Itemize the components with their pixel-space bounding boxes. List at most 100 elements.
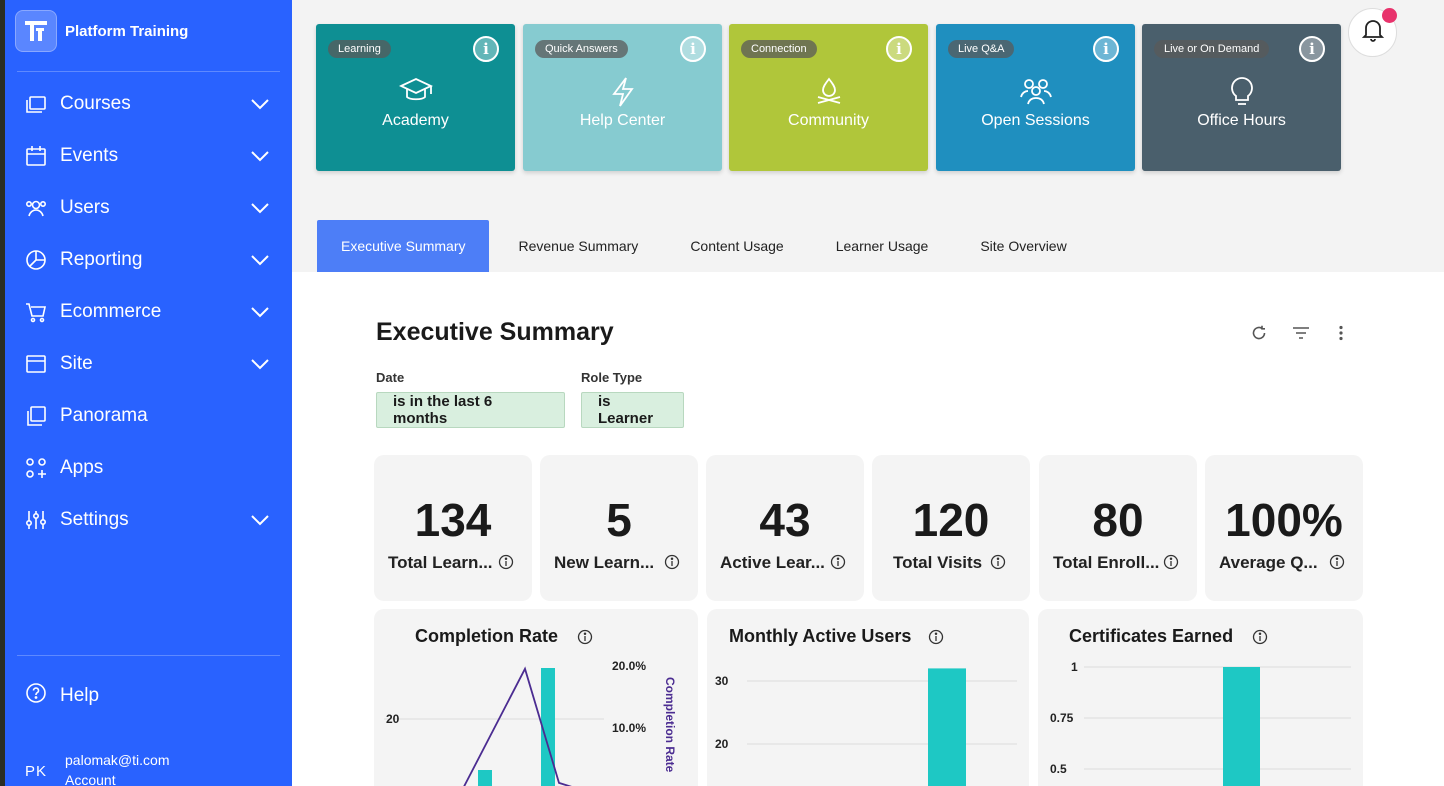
tab-content-usage[interactable]: Content Usage	[690, 238, 784, 254]
kpi-label: Total Enroll...	[1053, 553, 1160, 572]
sidebar-item-label: Settings	[60, 509, 129, 530]
tile-tag: Connection	[741, 40, 817, 58]
filter-icon[interactable]	[1290, 322, 1312, 344]
sidebar-item-site[interactable]: Site	[5, 338, 292, 390]
help-icon	[25, 682, 47, 710]
chevron-down-icon[interactable]	[250, 302, 270, 322]
info-icon[interactable]: i	[886, 36, 912, 62]
lightbulb-icon	[1142, 76, 1341, 108]
tile-open-sessions[interactable]: Live Q&A i Open Sessions	[936, 24, 1135, 171]
sidebar: Platform Training Courses Events Users R…	[5, 0, 292, 786]
refresh-icon[interactable]	[1248, 322, 1270, 344]
kpi-label: Average Q...	[1219, 553, 1318, 572]
info-icon[interactable]	[577, 629, 593, 645]
info-icon[interactable]	[928, 629, 944, 645]
tile-office-hours[interactable]: Live or On Demand i Office Hours	[1142, 24, 1341, 171]
info-icon[interactable]: i	[1299, 36, 1325, 62]
info-icon[interactable]: i	[1093, 36, 1119, 62]
cart-icon	[25, 301, 47, 323]
graduation-cap-icon	[316, 76, 515, 106]
kpi-value: 43	[759, 494, 811, 546]
info-icon[interactable]	[1163, 554, 1179, 570]
chart-title: Completion Rate	[415, 626, 559, 646]
page-title: Executive Summary	[376, 318, 614, 346]
tile-tag: Quick Answers	[535, 40, 628, 58]
tile-academy[interactable]: Learning i Academy	[316, 24, 515, 171]
tab-site-overview[interactable]: Site Overview	[980, 238, 1067, 254]
tab-executive-summary[interactable]: Executive Summary	[317, 220, 490, 272]
users-icon	[25, 197, 47, 219]
kpi-card-total-enrollments[interactable]: 80 Total Enroll...	[1039, 455, 1197, 601]
info-icon[interactable]	[1252, 629, 1268, 645]
tile-label: Community	[788, 112, 869, 129]
tile-community[interactable]: Connection i Community	[729, 24, 928, 171]
sidebar-item-panorama[interactable]: Panorama	[5, 390, 292, 442]
tab-learner-usage[interactable]: Learner Usage	[835, 238, 929, 254]
tile-tag: Live Q&A	[948, 40, 1015, 58]
filter-label-date: Date	[376, 370, 405, 385]
brand[interactable]: Platform Training	[15, 10, 188, 52]
kpi-value: 120	[912, 494, 990, 546]
sidebar-item-ecommerce[interactable]: Ecommerce	[5, 286, 292, 338]
chevron-down-icon[interactable]	[250, 354, 270, 374]
apps-icon	[25, 457, 47, 479]
lightning-icon	[523, 76, 722, 108]
info-icon[interactable]: i	[473, 36, 499, 62]
brand-name: Platform Training	[65, 22, 189, 40]
sidebar-item-users[interactable]: Users	[5, 182, 292, 234]
calendar-icon	[25, 145, 47, 167]
dashboard-toolbar	[1248, 322, 1352, 344]
account-menu[interactable]: PK palomak@ti.com Account	[25, 750, 169, 786]
info-icon[interactable]	[1329, 554, 1345, 570]
kpi-card-average-quiz[interactable]: 100% Average Q...	[1205, 455, 1363, 601]
sidebar-divider	[17, 655, 280, 656]
info-icon[interactable]	[498, 554, 514, 570]
sidebar-item-settings[interactable]: Settings	[5, 494, 292, 546]
tile-tag: Live or On Demand	[1154, 40, 1270, 58]
sidebar-item-courses[interactable]: Courses	[5, 78, 292, 130]
chevron-down-icon[interactable]	[250, 146, 270, 166]
brand-logo-icon	[15, 10, 57, 52]
chevron-down-icon[interactable]	[250, 198, 270, 218]
kpi-card-new-learners[interactable]: 5 New Learn...	[540, 455, 698, 601]
chevron-down-icon[interactable]	[250, 510, 270, 530]
window-edge	[0, 0, 5, 786]
filter-chip-date[interactable]: is in the last 6 months	[376, 392, 565, 428]
account-label: Account	[65, 772, 116, 786]
courses-icon	[25, 93, 47, 115]
sidebar-item-apps[interactable]: Apps	[5, 442, 292, 494]
chevron-down-icon[interactable]	[250, 250, 270, 270]
completion-rate-chart: 20 20.0% 10.0% Completion Rate	[384, 659, 677, 786]
chart-title: Monthly Active Users	[729, 626, 912, 646]
sidebar-item-help[interactable]: Help	[25, 682, 99, 710]
info-icon[interactable]: i	[680, 36, 706, 62]
pie-chart-icon	[25, 249, 47, 271]
filter-chip-role-type[interactable]: is Learner	[581, 392, 684, 428]
more-vertical-icon[interactable]	[1330, 322, 1352, 344]
tile-tag: Learning	[328, 40, 391, 58]
certificates-earned-chart: 1 0.75 0.5	[1050, 660, 1351, 786]
chevron-down-icon[interactable]	[250, 94, 270, 114]
tile-label: Academy	[382, 112, 449, 129]
sidebar-divider	[17, 71, 280, 72]
sidebar-item-events[interactable]: Events	[5, 130, 292, 182]
kpi-card-total-visits[interactable]: 120 Total Visits	[872, 455, 1030, 601]
kpi-value: 100%	[1225, 494, 1343, 546]
kpi-card-active-learners[interactable]: 43 Active Lear...	[706, 455, 864, 601]
info-icon[interactable]	[990, 554, 1006, 570]
sidebar-item-label: Courses	[60, 93, 131, 114]
kpi-label: New Learn...	[554, 553, 655, 572]
sidebar-item-reporting[interactable]: Reporting	[5, 234, 292, 286]
kpi-label: Total Visits	[893, 553, 983, 572]
info-icon[interactable]	[664, 554, 680, 570]
tab-revenue-summary[interactable]: Revenue Summary	[518, 238, 639, 254]
y2-axis-label: Completion Rate	[663, 677, 677, 773]
kpi-card-total-learners[interactable]: 134 Total Learn...	[374, 455, 532, 601]
browser-icon	[25, 353, 47, 375]
kpi-label: Active Lear...	[720, 553, 825, 572]
info-icon[interactable]	[830, 554, 846, 570]
bar	[1223, 667, 1260, 786]
tile-help-center[interactable]: Quick Answers i Help Center	[523, 24, 722, 171]
sidebar-item-label: Panorama	[60, 405, 148, 426]
monthly-active-users-chart: 30 20	[715, 668, 1017, 786]
